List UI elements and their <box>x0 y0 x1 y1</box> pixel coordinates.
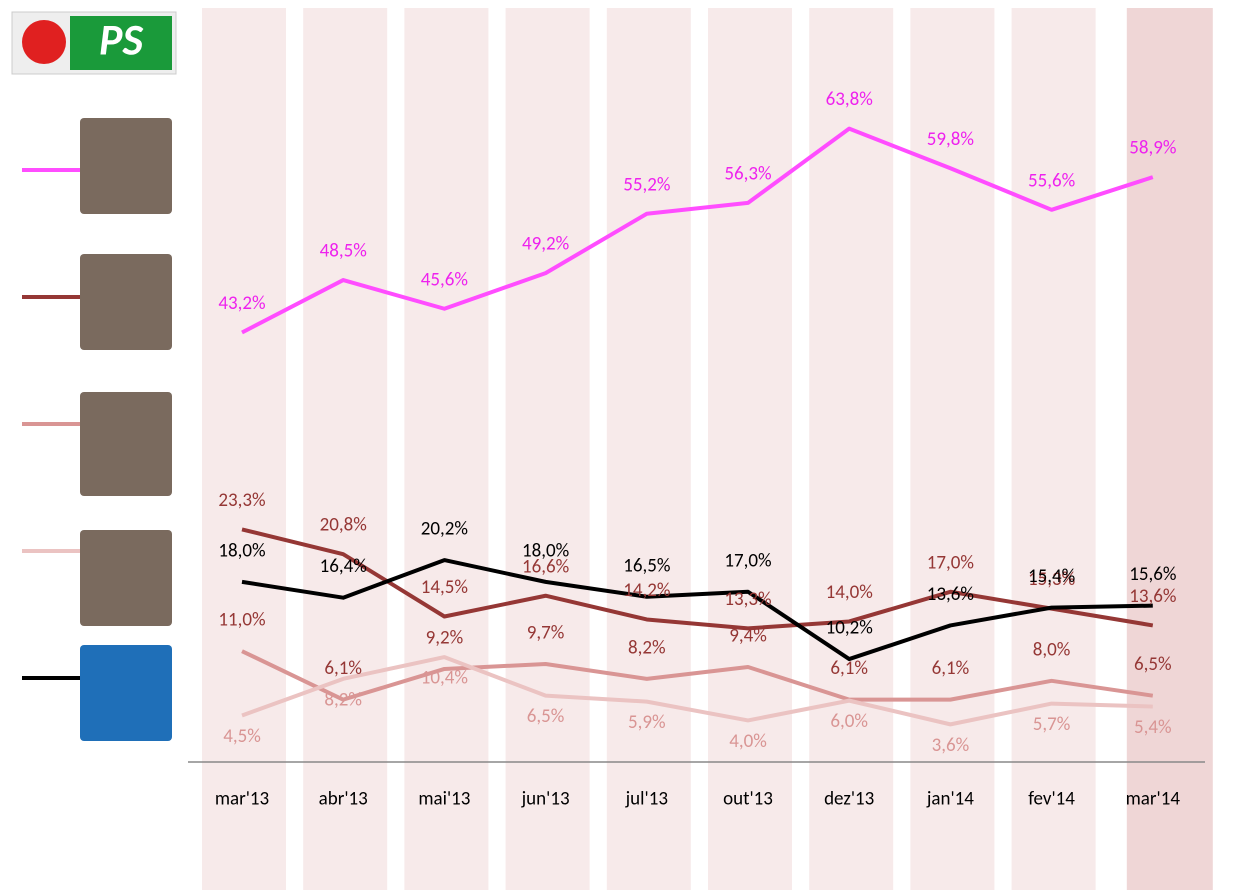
data-label: 16,5% <box>623 554 670 577</box>
legend-photo <box>80 645 172 741</box>
data-label: 18,0% <box>218 539 265 562</box>
data-label: 63,8% <box>826 88 873 111</box>
legend <box>22 118 172 741</box>
data-label: 6,1% <box>932 657 970 680</box>
data-label: 5,4% <box>1134 716 1172 739</box>
x-tick-label: jul'13 <box>625 788 668 811</box>
x-tick-label: jun'13 <box>521 788 570 811</box>
data-label: 48,5% <box>320 240 367 263</box>
column-band <box>809 8 894 890</box>
data-label: 15,3% <box>1028 568 1075 591</box>
x-tick-label: dez'13 <box>824 788 874 811</box>
data-label: 17,0% <box>724 549 771 572</box>
legend-photo <box>80 254 172 350</box>
logo: PS <box>11 11 177 75</box>
data-label: 58,9% <box>1129 137 1176 160</box>
data-label: 6,1% <box>324 657 362 680</box>
data-label: 13,3% <box>724 588 771 611</box>
data-label: 43,2% <box>218 292 265 315</box>
series-line <box>241 649 1154 702</box>
data-label: 18,0% <box>522 539 569 562</box>
data-label: 6,5% <box>527 705 565 728</box>
data-label: 5,9% <box>628 711 666 734</box>
data-label: 16,4% <box>320 555 367 578</box>
series-line <box>241 527 1154 631</box>
data-label: 6,0% <box>830 710 868 733</box>
x-tick-label: fev'14 <box>1028 788 1075 811</box>
data-label: 4,0% <box>729 730 767 753</box>
column-band <box>606 8 691 890</box>
data-label: 23,3% <box>218 489 265 512</box>
data-label: 55,6% <box>1028 169 1075 192</box>
data-label: 11,0% <box>218 609 265 632</box>
logo-box <box>70 16 172 70</box>
data-label: 16,6% <box>522 555 569 578</box>
legend-photo <box>80 392 172 496</box>
x-tick-label: abr'13 <box>319 788 368 811</box>
data-label: 17,0% <box>927 551 974 574</box>
column-band <box>505 8 590 890</box>
data-label: 5,7% <box>1033 713 1071 736</box>
data-label: 8,2% <box>324 688 362 711</box>
column-band <box>708 8 792 890</box>
data-label: 49,2% <box>522 233 569 256</box>
data-label: 45,6% <box>421 268 468 291</box>
data-label: 20,2% <box>421 518 468 541</box>
data-label: 8,2% <box>628 636 666 659</box>
column-band <box>202 8 286 890</box>
data-label: 8,0% <box>1033 638 1071 661</box>
x-tick-label: out'13 <box>723 788 773 811</box>
data-label: 4,5% <box>223 725 261 748</box>
data-label: 9,4% <box>729 625 767 648</box>
data-label: 20,8% <box>320 514 367 537</box>
data-label: 15,6% <box>1129 563 1176 586</box>
x-tick-label: mar'13 <box>215 788 269 811</box>
data-label: 15,4% <box>1028 565 1075 588</box>
data-label: 9,2% <box>426 626 464 649</box>
data-label: 14,0% <box>826 581 873 604</box>
data-label: 14,5% <box>421 576 468 599</box>
legend-photo <box>80 530 172 626</box>
x-tick-label: jan'14 <box>926 788 974 811</box>
x-tick-label: mai'13 <box>418 788 470 811</box>
series-line <box>241 126 1154 335</box>
logo-text: PS <box>99 13 143 67</box>
data-label: 56,3% <box>724 162 771 185</box>
column-band <box>303 8 388 890</box>
column-band <box>1126 8 1213 890</box>
data-label: 6,1% <box>830 657 868 680</box>
data-label: 55,2% <box>623 173 670 196</box>
x-tick-label: mar'14 <box>1126 788 1181 811</box>
data-label: 9,7% <box>527 622 565 645</box>
logo-rose <box>22 20 66 64</box>
legend-photo <box>80 118 172 214</box>
column-band <box>910 8 995 890</box>
column-band <box>1011 8 1096 890</box>
data-label: 14,2% <box>623 579 670 602</box>
data-label: 59,8% <box>927 128 974 151</box>
background-bands <box>202 8 1213 890</box>
series-line <box>241 655 1153 727</box>
data-label: 3,6% <box>932 734 970 757</box>
data-label: 13,6% <box>1129 585 1176 608</box>
data-label: 13,6% <box>927 583 974 606</box>
data-label: 10,4% <box>421 667 468 690</box>
column-band <box>404 8 489 890</box>
series-line <box>241 558 1153 662</box>
data-label: 6,5% <box>1134 653 1172 676</box>
data-label: 10,2% <box>826 617 873 640</box>
